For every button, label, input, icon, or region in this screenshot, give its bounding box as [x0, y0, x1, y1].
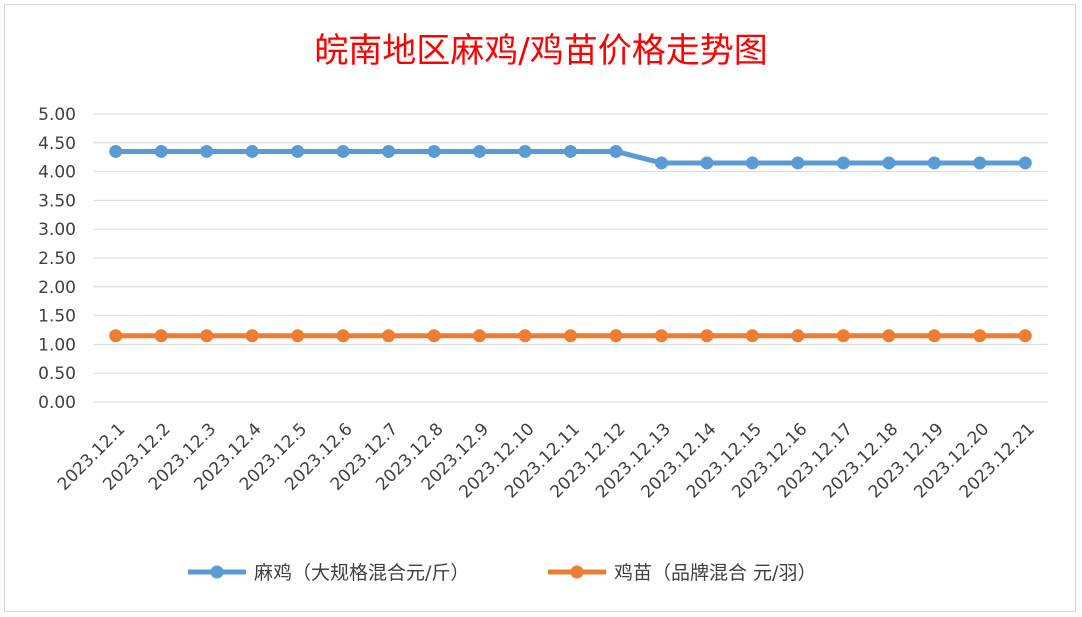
data-point [382, 329, 396, 343]
legend: 麻鸡（大规格混合元/斤） 鸡苗（品牌混合 元/羽） [188, 562, 816, 584]
data-point [518, 144, 532, 158]
data-point [245, 329, 259, 343]
data-point [700, 156, 714, 170]
y-tick-label: 5.00 [38, 105, 76, 125]
data-point [427, 329, 441, 343]
data-point [382, 144, 396, 158]
series-1 [109, 144, 1032, 170]
data-point [109, 329, 123, 343]
data-point [882, 329, 896, 343]
chart-title: 皖南地区麻鸡/鸡苗价格走势图 [314, 31, 767, 71]
data-point [154, 144, 168, 158]
data-point [564, 329, 577, 343]
data-point [473, 329, 487, 343]
y-tick-label: 0.00 [38, 393, 76, 413]
data-point [882, 156, 896, 170]
y-tick-label: 3.50 [38, 191, 76, 211]
legend-label: 鸡苗（品牌混合 元/羽） [614, 562, 816, 584]
y-tick-label: 3.00 [38, 220, 76, 240]
legend-item: 鸡苗（品牌混合 元/羽） [548, 562, 816, 584]
data-point [1018, 329, 1032, 343]
data-point [745, 156, 759, 170]
y-tick-label: 1.00 [38, 335, 76, 355]
data-point [291, 144, 305, 158]
data-point [564, 144, 577, 158]
data-point [973, 329, 987, 343]
y-tick-label: 4.00 [38, 163, 76, 183]
data-point [609, 329, 623, 343]
chart-frame [4, 4, 1076, 612]
data-point [336, 144, 350, 158]
data-point [245, 144, 259, 158]
legend-item: 麻鸡（大规格混合元/斤） [188, 562, 469, 584]
data-point [973, 156, 987, 170]
series-2 [109, 329, 1032, 343]
data-point [109, 144, 123, 158]
y-tick-label: 2.00 [38, 278, 76, 298]
legend-marker [570, 565, 584, 579]
y-tick-label: 1.50 [38, 307, 76, 327]
data-point [336, 329, 350, 343]
legend-marker [210, 565, 224, 579]
data-point [836, 156, 850, 170]
data-point [200, 144, 214, 158]
y-tick-label: 4.50 [38, 134, 76, 154]
legend-label: 麻鸡（大规格混合元/斤） [254, 562, 469, 584]
data-point [654, 156, 668, 170]
data-point [473, 144, 487, 158]
data-point [518, 329, 532, 343]
data-point [791, 329, 805, 343]
data-point [654, 329, 668, 343]
series-layer [109, 144, 1032, 343]
gridlines [93, 113, 1048, 403]
data-point [745, 329, 759, 343]
data-point [200, 329, 214, 343]
data-point [836, 329, 850, 343]
x-axis-ticks: 2023.12.12023.12.22023.12.32023.12.42023… [54, 419, 1039, 502]
y-axis-ticks: 0.00 0.50 1.00 1.50 2.00 2.50 3.00 3.50 4.00 4.50… [38, 105, 76, 413]
data-point [1018, 156, 1032, 170]
data-point [154, 329, 168, 343]
data-point [291, 329, 305, 343]
data-point [927, 329, 941, 343]
data-point [927, 156, 941, 170]
data-point [427, 144, 441, 158]
data-point [700, 329, 714, 343]
data-point [609, 144, 623, 158]
y-tick-label: 0.50 [38, 364, 76, 384]
y-tick-label: 2.50 [38, 249, 76, 269]
data-point [791, 156, 805, 170]
